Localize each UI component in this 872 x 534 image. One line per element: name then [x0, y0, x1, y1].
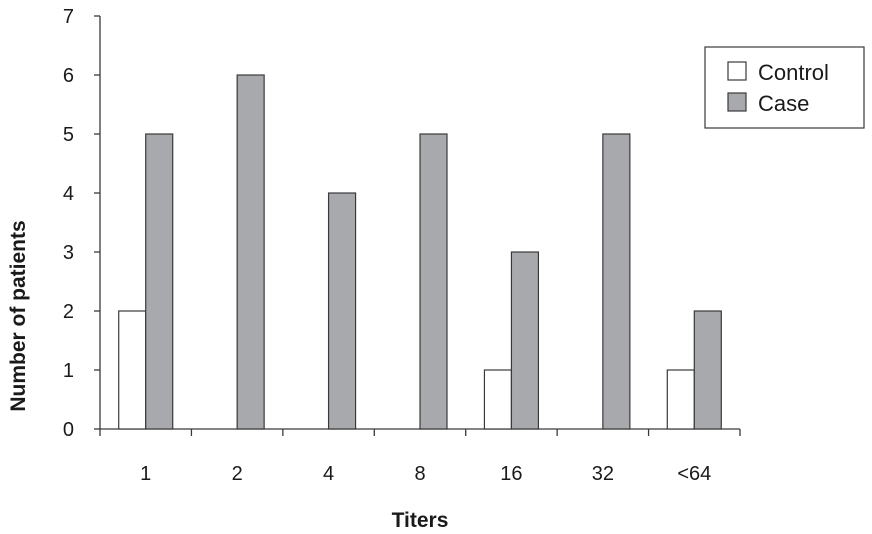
legend-label-case: Case [758, 91, 809, 116]
bar-control [483, 369, 513, 430]
y-axis: 0 1 2 3 4 5 6 7 [63, 6, 101, 441]
x-axis-title: Titers [392, 509, 449, 532]
x-axis: 1 2 4 8 16 32 <64 [99, 428, 741, 485]
bar-case [236, 74, 265, 430]
bars [118, 74, 722, 430]
legend-label-control: Control [758, 60, 829, 85]
bar-case [510, 251, 540, 430]
x-tick-label: 4 [323, 463, 334, 485]
x-tick-label: 2 [232, 463, 243, 485]
bar-case [602, 133, 631, 430]
bar-control [666, 369, 695, 430]
legend: Control Case [704, 46, 865, 129]
bar-case [327, 192, 357, 430]
bar-case [419, 133, 448, 430]
y-tick-label: 3 [63, 242, 74, 264]
legend-swatch-case [727, 92, 747, 112]
x-tick-label: 32 [592, 463, 614, 485]
x-tick-label: 1 [140, 463, 151, 485]
legend-box [704, 46, 865, 129]
legend-swatch-control [727, 61, 747, 81]
bar-case [693, 310, 722, 430]
x-tick-label: 16 [500, 463, 522, 485]
bar-case [145, 133, 174, 430]
y-tick-label: 4 [63, 183, 74, 205]
x-tick-label: <64 [677, 463, 711, 485]
y-tick-label: 0 [63, 419, 74, 441]
y-tick-label: 2 [63, 301, 74, 323]
y-tick-label: 7 [63, 6, 74, 28]
y-axis-title: Number of patients [7, 220, 30, 411]
y-tick-label: 1 [63, 360, 74, 382]
x-tick-label: 8 [414, 463, 425, 485]
bar-control [118, 310, 147, 430]
y-tick-label: 6 [63, 65, 74, 87]
y-tick-label: 5 [63, 124, 74, 146]
